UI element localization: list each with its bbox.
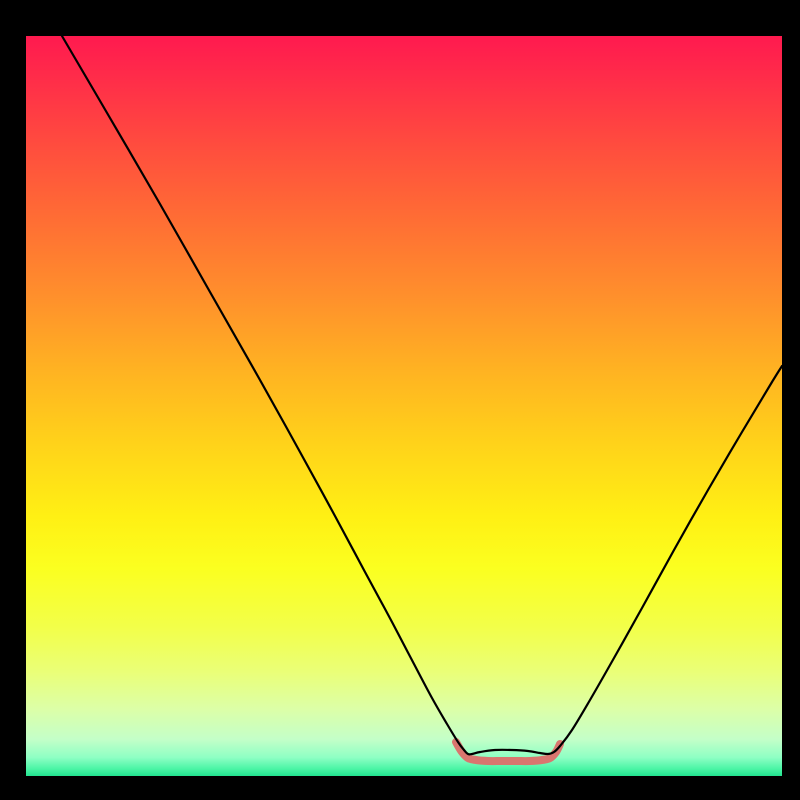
bottleneck-chart <box>0 0 800 800</box>
frame-top <box>0 0 800 36</box>
frame-right <box>782 0 800 800</box>
frame-bottom <box>0 776 800 800</box>
frame-left <box>0 0 26 800</box>
